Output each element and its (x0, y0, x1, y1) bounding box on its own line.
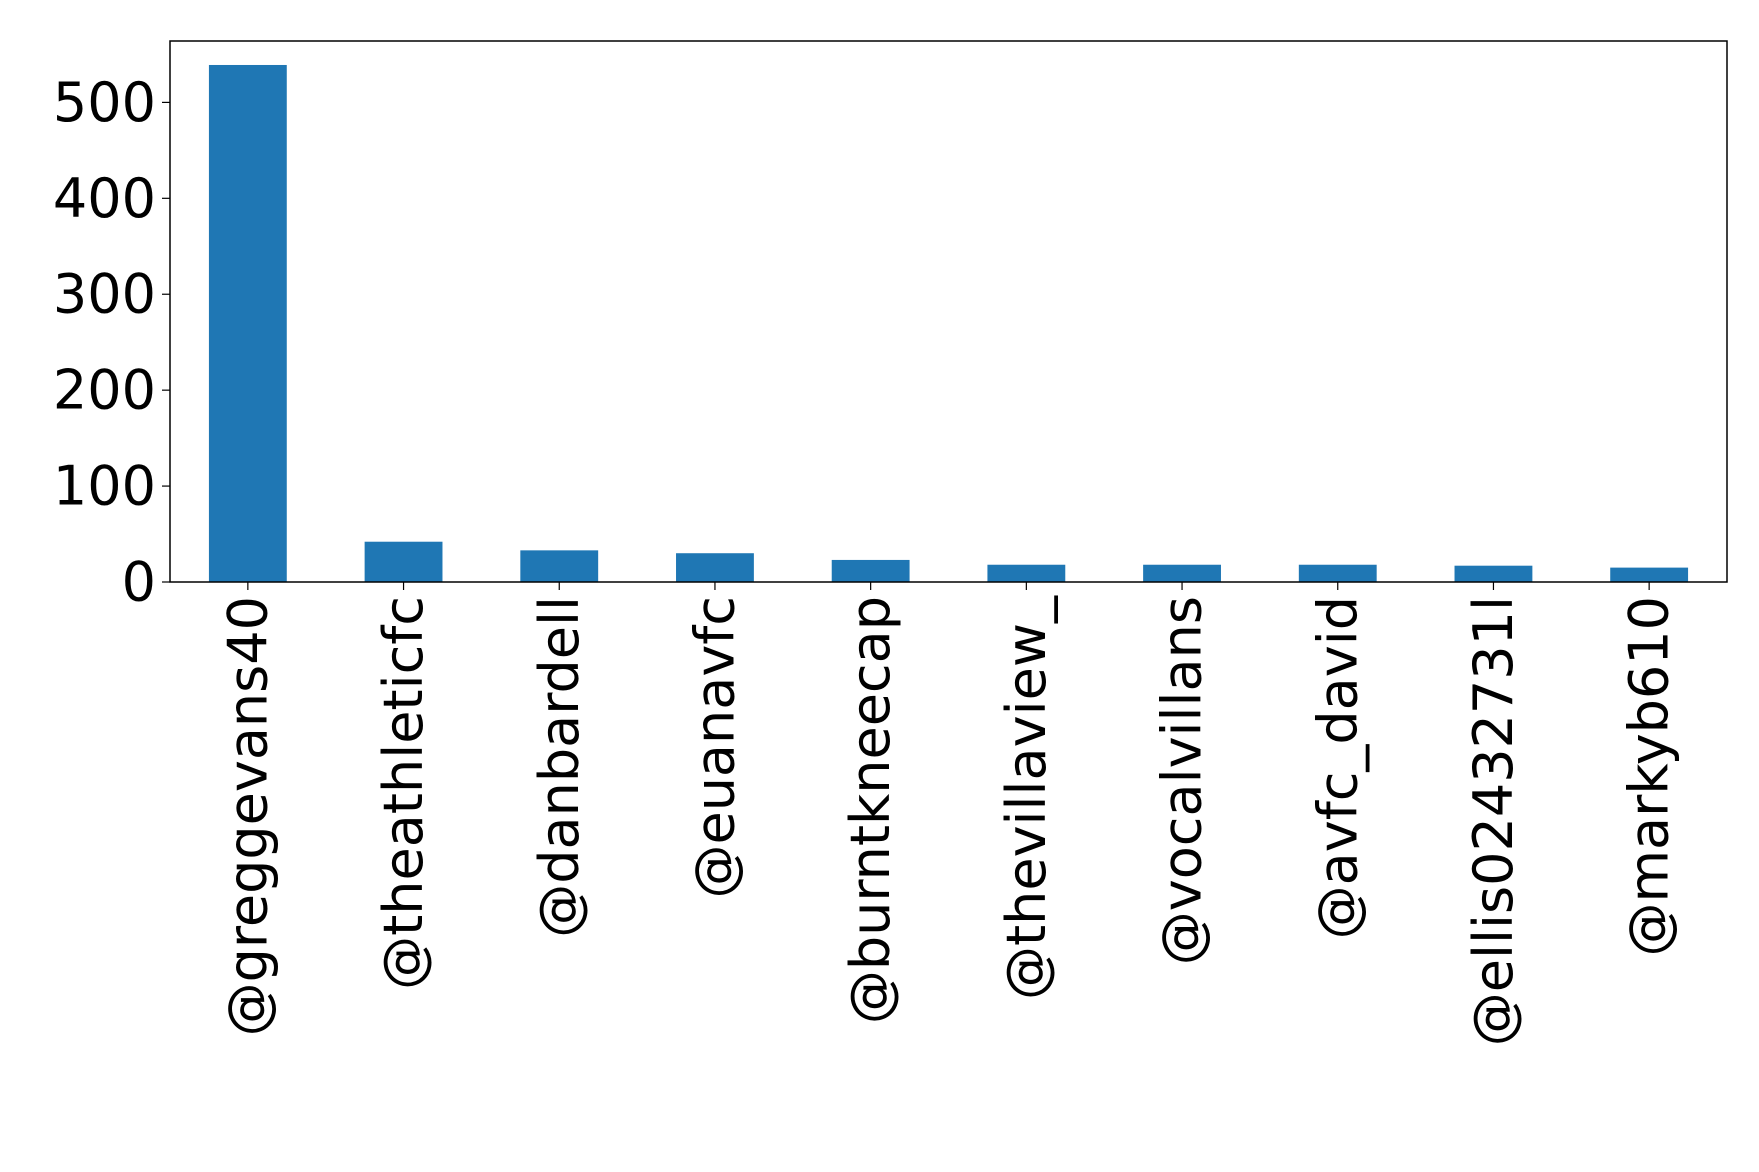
y-tick-label: 200 (53, 359, 156, 422)
bar-avfc_david (1298, 564, 1377, 582)
bar-vocalvillans (1143, 564, 1221, 582)
x-tick-label: @vocalvillans (1151, 596, 1214, 965)
bar-burntkneecap (831, 559, 910, 582)
bar-markyb610 (1610, 567, 1689, 582)
bar-euanavfc (676, 553, 754, 582)
y-tick-label: 100 (53, 455, 156, 518)
y-tick-label: 500 (53, 71, 156, 134)
y-tick-label: 0 (122, 551, 156, 614)
x-tick-label: @thevillaview_ (995, 595, 1058, 1000)
bar-danbardell (520, 550, 599, 582)
x-tick-label: @ellis02432731l (1462, 596, 1525, 1046)
bar-greggevans40 (208, 64, 287, 583)
y-tick-label: 300 (53, 263, 156, 326)
x-tick-label: @theathleticfc (372, 596, 435, 990)
bar-thevillaview_ (987, 564, 1066, 582)
x-tick-label: @markyb610 (1618, 596, 1681, 957)
x-tick-label: @avfc_david (1306, 596, 1369, 939)
x-tick-label: @greggevans40 (216, 596, 279, 1036)
x-tick-label: @danbardell (528, 596, 591, 938)
x-tick-label: @burntkneecap (839, 596, 902, 1024)
bar-theathleticfc (364, 541, 443, 582)
bar-ellis02432731l (1454, 565, 1533, 582)
plot-frame (169, 40, 1728, 583)
y-tick-label: 400 (53, 167, 156, 230)
x-tick-label: @euanavfc (683, 596, 746, 899)
